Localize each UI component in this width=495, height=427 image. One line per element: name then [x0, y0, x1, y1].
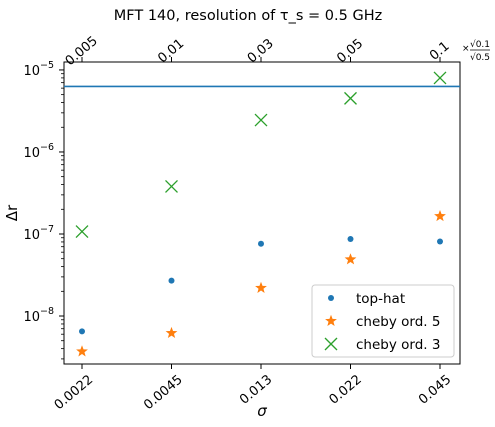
data-point-x — [165, 179, 178, 193]
data-point-circle — [258, 240, 264, 247]
svg-text:√0.1: √0.1 — [470, 39, 490, 50]
data-point-circle — [437, 238, 443, 245]
marker-stroke — [433, 71, 447, 85]
x-axis-bottom: 0.0022 0.0045 0.013 0.022 0.045 — [52, 364, 454, 413]
marker-stroke — [344, 91, 357, 105]
y-tick-label: 10 — [23, 146, 40, 161]
svg-text:√0.5: √0.5 — [470, 52, 490, 63]
data-point-circle — [168, 277, 175, 284]
legend-label: top-hat — [356, 291, 405, 307]
y-axis-label: Δr — [3, 204, 21, 221]
legend-box — [311, 284, 455, 358]
x-axis-label: σ — [257, 402, 267, 420]
data-points — [75, 71, 447, 357]
data-point-star — [76, 345, 88, 357]
data-point-x — [433, 71, 447, 85]
marker-stroke — [165, 179, 178, 193]
x-tick-label: 0.045 — [416, 372, 454, 407]
y-tick-exponent: −7 — [40, 224, 54, 235]
x-tick-label: 0.0045 — [141, 372, 185, 413]
data-point-circle — [347, 235, 354, 242]
marker-stroke — [254, 113, 268, 127]
x-tick-label: 0.022 — [327, 372, 365, 407]
legend-label: cheby ord. 5 — [356, 314, 440, 330]
x-tick-label: 0.013 — [237, 372, 275, 407]
marker-stroke — [324, 337, 338, 351]
legend-marker-circle — [328, 295, 334, 301]
y-axis: 10−810−710−610−5 — [23, 60, 64, 360]
data-point-star — [434, 209, 446, 222]
y-tick-exponent: −8 — [40, 306, 54, 317]
data-point-circle — [79, 328, 85, 335]
y-tick-label: 10 — [23, 64, 40, 79]
y-tick-label: 10 — [23, 310, 40, 325]
marker-stroke — [75, 225, 89, 239]
data-point-star — [165, 326, 178, 339]
legend-marker-star — [325, 314, 337, 327]
legend-label: cheby ord. 3 — [356, 337, 440, 353]
legend: top-hat cheby ord. 5 cheby ord. 3 — [311, 284, 455, 358]
data-point-star — [344, 253, 357, 265]
data-point-x — [75, 225, 89, 239]
data-point-star — [255, 281, 267, 293]
data-point-x — [254, 113, 268, 127]
data-point-x — [344, 91, 357, 105]
top-tick-label: 0.1 — [427, 39, 452, 64]
legend-marker-x — [324, 337, 338, 351]
y-tick-exponent: −5 — [40, 60, 54, 71]
svg-text:×: × — [462, 44, 470, 54]
top-axis-multiplier: × √0.1 √0.5 — [462, 39, 490, 63]
chart-title: MFT 140, resolution of τ_s = 0.5 GHz — [114, 8, 382, 24]
y-tick-label: 10 — [23, 228, 40, 243]
x-tick-label: 0.0022 — [52, 372, 96, 413]
y-tick-exponent: −6 — [40, 142, 54, 153]
